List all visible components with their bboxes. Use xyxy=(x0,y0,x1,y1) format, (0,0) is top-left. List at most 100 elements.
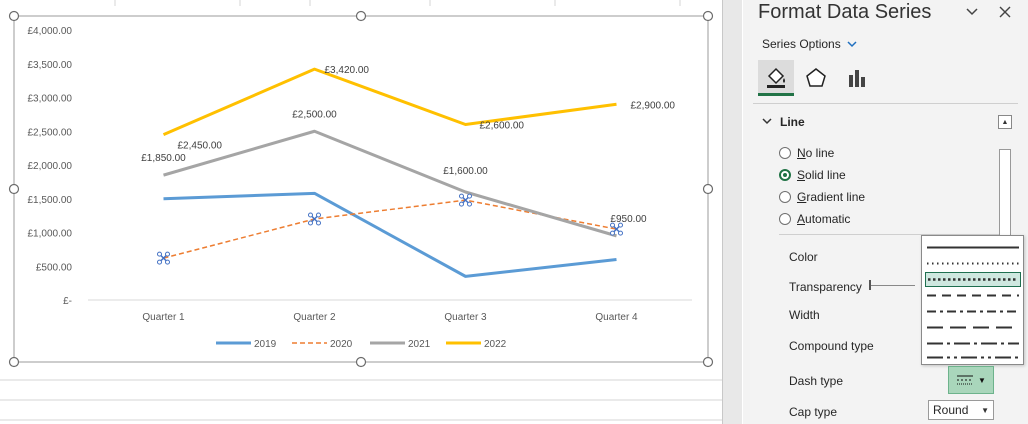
line-section-label: Line xyxy=(780,115,805,129)
radio-automatic[interactable]: Automatic xyxy=(779,212,850,226)
pane-separator xyxy=(753,103,1018,104)
data-label-2021: £1,850.00 xyxy=(141,153,186,164)
pane-separator xyxy=(779,234,1004,235)
dropdown-arrow-icon: ▼ xyxy=(978,375,986,385)
series-options-bars-icon[interactable] xyxy=(839,60,875,96)
radio-button-checked[interactable] xyxy=(779,169,791,181)
radio-button[interactable] xyxy=(779,191,791,203)
radio-label: No line xyxy=(797,146,835,160)
selected-point-marker[interactable] xyxy=(610,222,623,236)
dash-type-gallery[interactable] xyxy=(921,235,1024,365)
data-label-2022: £2,600.00 xyxy=(480,121,525,132)
y-tick-label: £- xyxy=(63,296,72,307)
y-axis-ticks: £- £500.00 £1,000.00 £1,500.00 £2,000.00 £2,5… xyxy=(28,26,73,307)
dash-type-icon xyxy=(957,375,974,385)
data-labels: £1,850.00 £2,500.00 £1,600.00 £950.00 £2,450… xyxy=(141,65,675,225)
y-tick-label: £1,000.00 xyxy=(28,229,73,240)
pane-scrollbar[interactable]: ▲ xyxy=(998,115,1014,255)
resize-handle[interactable] xyxy=(355,356,367,368)
dash-option-long-dash[interactable] xyxy=(925,320,1021,335)
y-tick-label: £500.00 xyxy=(36,262,73,273)
cap-type-label: Cap type xyxy=(789,405,838,419)
cap-type-select[interactable]: Round ▼ xyxy=(928,400,994,420)
legend-entry-2021[interactable]: 2021 xyxy=(370,339,431,350)
legend-entry-2019[interactable]: 2019 xyxy=(216,339,277,350)
cap-type-value: Round xyxy=(933,403,969,417)
resize-handle[interactable] xyxy=(702,10,714,22)
chart-legend[interactable]: 2019 2020 2021 2022 xyxy=(216,339,507,350)
pane-options-chevron-icon[interactable] xyxy=(958,0,986,24)
legend-label: 2021 xyxy=(408,339,431,350)
dash-option-square-dot[interactable] xyxy=(925,272,1021,287)
chevron-down-icon xyxy=(762,117,772,128)
resize-handle[interactable] xyxy=(355,10,367,22)
resize-handle[interactable] xyxy=(8,183,20,195)
x-tick-label: Quarter 1 xyxy=(142,312,185,323)
resize-handle[interactable] xyxy=(8,356,20,368)
compound-type-label: Compound type xyxy=(789,339,874,353)
pane-title: Format Data Series xyxy=(758,1,932,23)
scrollbar-thumb[interactable] xyxy=(999,149,1011,249)
radio-label: Automatic xyxy=(797,212,851,226)
chevron-down-icon xyxy=(847,37,857,51)
selected-point-marker[interactable] xyxy=(308,212,321,226)
color-label: Color xyxy=(789,250,818,264)
radio-no-line[interactable]: No line xyxy=(779,146,834,160)
effects-pentagon-icon[interactable] xyxy=(798,60,834,96)
data-label-2022: £2,900.00 xyxy=(631,100,676,111)
scroll-up-arrow-icon[interactable]: ▲ xyxy=(998,115,1012,129)
legend-label: 2020 xyxy=(330,339,353,350)
radio-label: Gradient line xyxy=(797,190,866,204)
series-line-2019[interactable] xyxy=(163,191,617,278)
series-lines[interactable] xyxy=(162,67,617,278)
dash-type-label: Dash type xyxy=(789,374,844,388)
fill-line-icon[interactable] xyxy=(758,60,794,96)
radio-button[interactable] xyxy=(779,147,791,159)
resize-handle[interactable] xyxy=(8,10,20,22)
chart-resize-handles[interactable] xyxy=(8,10,714,368)
legend-entry-2022[interactable]: 2022 xyxy=(446,339,507,350)
y-tick-label: £2,500.00 xyxy=(28,127,73,138)
width-label: Width xyxy=(789,308,820,322)
series-options-menu[interactable]: Series Options xyxy=(762,37,857,51)
line-chart[interactable]: £- £500.00 £1,000.00 £1,500.00 £2,000.00 £2,5… xyxy=(0,0,730,424)
selected-series-markers[interactable] xyxy=(157,193,623,265)
transparency-slider-thumb[interactable] xyxy=(869,280,871,290)
series-line-2022[interactable] xyxy=(162,67,617,137)
legend-label: 2022 xyxy=(484,339,507,350)
selected-point-marker[interactable] xyxy=(157,251,170,265)
resize-handle[interactable] xyxy=(702,356,714,368)
dash-option-long-dash-dot-dot[interactable] xyxy=(925,350,1021,365)
x-axis-ticks: Quarter 1 Quarter 2 Quarter 3 Quarter 4 xyxy=(142,312,638,323)
radio-gradient-line[interactable]: Gradient line xyxy=(779,190,865,204)
radio-button[interactable] xyxy=(779,213,791,225)
dash-option-long-dash-dot[interactable] xyxy=(925,336,1021,351)
chart-area-frame[interactable] xyxy=(13,15,709,363)
sheet-gridlines xyxy=(0,0,722,421)
data-label-2021: £2,500.00 xyxy=(292,109,337,120)
series-line-2021[interactable] xyxy=(163,129,617,238)
legend-entry-2020[interactable]: 2020 xyxy=(292,339,353,350)
data-label-2022: £2,450.00 xyxy=(178,141,223,152)
dash-option-dash[interactable] xyxy=(925,288,1021,303)
radio-solid-line[interactable]: Solid line xyxy=(779,168,846,182)
selected-point-marker[interactable] xyxy=(459,193,472,207)
line-section-header[interactable]: Line xyxy=(762,115,805,129)
data-label-2021: £1,600.00 xyxy=(443,166,488,177)
close-icon[interactable] xyxy=(991,0,1019,24)
transparency-slider-track[interactable] xyxy=(870,285,915,286)
legend-label: 2019 xyxy=(254,339,277,350)
dash-option-round-dot[interactable] xyxy=(925,256,1021,271)
y-tick-label: £4,000.00 xyxy=(28,26,73,37)
y-tick-label: £3,000.00 xyxy=(28,94,73,105)
resize-handle[interactable] xyxy=(702,183,714,195)
data-label-2021: £950.00 xyxy=(610,214,647,225)
x-tick-label: Quarter 2 xyxy=(293,312,336,323)
dash-option-solid[interactable] xyxy=(925,240,1021,255)
y-tick-label: £3,500.00 xyxy=(28,60,73,71)
x-tick-label: Quarter 4 xyxy=(595,312,638,323)
dash-option-dash-dot[interactable] xyxy=(925,304,1021,319)
y-tick-label: £1,500.00 xyxy=(28,195,73,206)
dash-type-button[interactable]: ▼ xyxy=(948,366,994,394)
data-label-2022: £3,420.00 xyxy=(325,65,370,76)
